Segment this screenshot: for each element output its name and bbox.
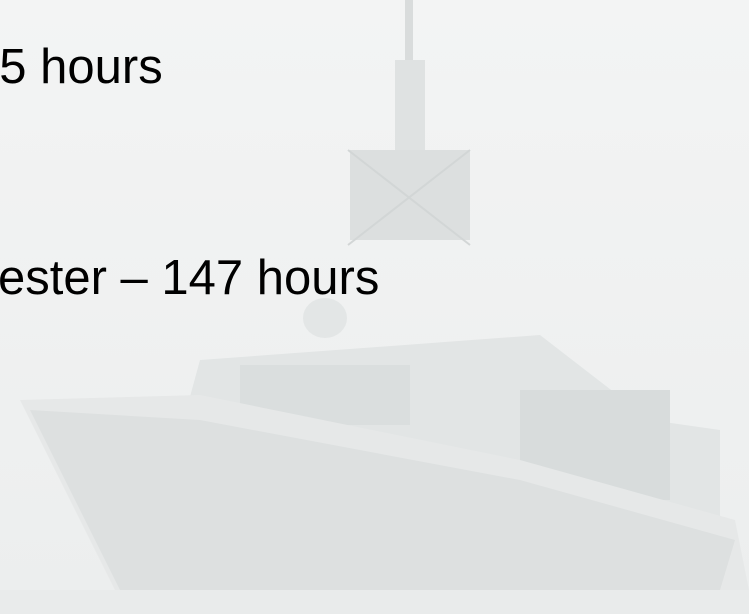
slide: 35 hours ester – 147 hours [0,0,749,614]
bullet-text: 35 hours [0,43,163,92]
bullet-text: ester – 147 hours [0,254,379,303]
